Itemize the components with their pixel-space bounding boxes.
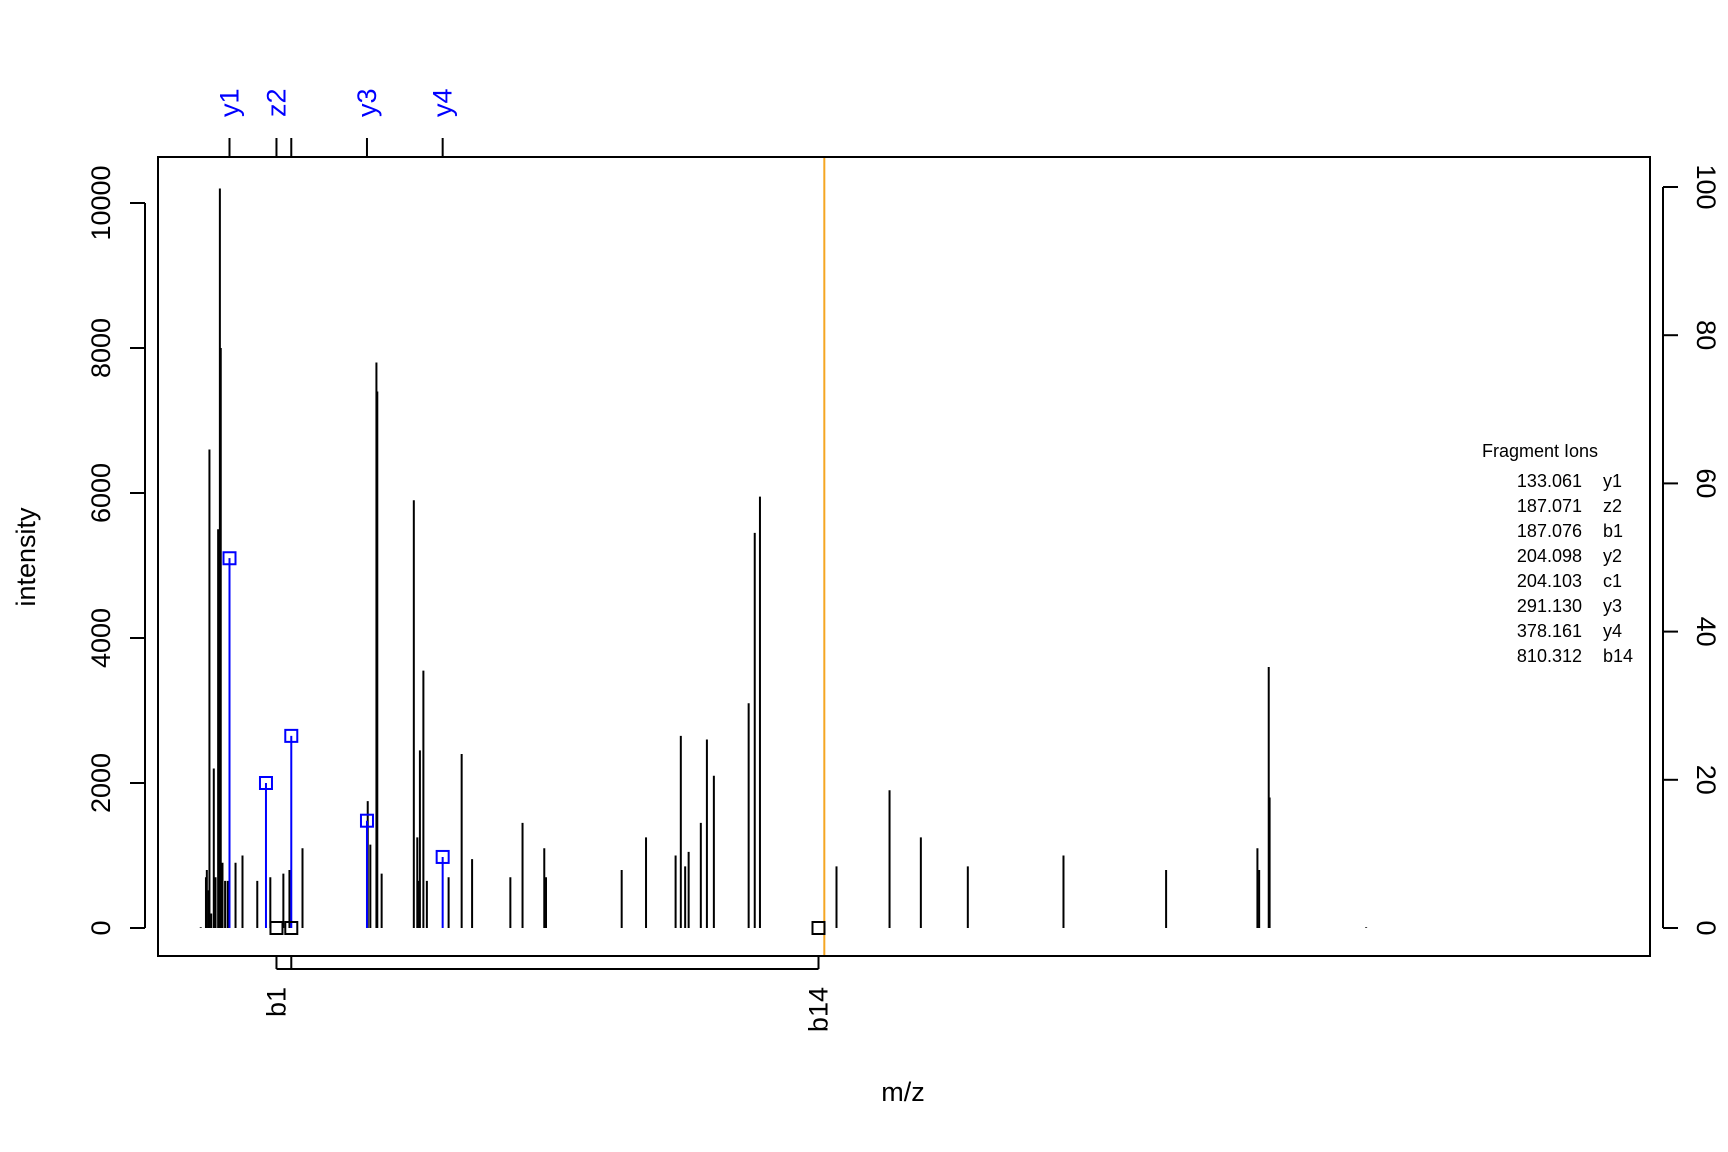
y-axis-label: intensity [11,507,41,607]
legend-mz: 187.071 [1517,496,1582,516]
peaks-layer [201,189,1366,929]
y-tick-label: 0 [86,920,116,935]
y-tick-label: 8000 [86,318,116,378]
axes-layer: 0 2000 4000 6000 8000 10000 0 20 40 60 80 100 y1 z2 y3… [86,88,1721,1032]
legend-ion: y4 [1603,621,1622,641]
matched-ion-marker-bottom [270,922,282,934]
top-ion-label: z2 [261,88,291,117]
matched-ion-marker-bottom [813,922,825,934]
legend-ion: c1 [1603,571,1622,591]
legend-mz: 291.130 [1517,596,1582,616]
x-axis-label: m/z [881,1077,925,1107]
legend-mz: 187.076 [1517,521,1582,541]
fragment-ions-legend: Fragment Ions 133.061 y1 187.071 z2 187.076 b… [1482,441,1633,666]
legend-rows: 133.061 y1 187.071 z2 187.076 b1 204.098 y2 204.… [1517,471,1633,666]
legend-mz: 204.098 [1517,546,1582,566]
bottom-ion-label: b14 [804,987,834,1032]
legend-ion: z2 [1603,496,1622,516]
y2-tick-label: 100 [1691,164,1721,209]
top-ion-label: y3 [352,88,382,117]
legend-ion: y1 [1603,471,1622,491]
legend-ion: b1 [1603,521,1623,541]
y-tick-label: 4000 [86,608,116,668]
legend-title: Fragment Ions [1482,441,1598,461]
y2-tick-label: 60 [1691,468,1721,498]
legend-ion: y3 [1603,596,1622,616]
y-tick-label: 6000 [86,463,116,523]
legend-mz: 204.103 [1517,571,1582,591]
matched-ions-layer [224,157,825,956]
legend-mz: 378.161 [1517,621,1582,641]
y2-tick-label: 20 [1691,765,1721,795]
y2-tick-label: 80 [1691,320,1721,350]
top-ion-label: y1 [215,88,245,117]
legend-ion: b14 [1603,646,1633,666]
plot-frame [158,157,1650,956]
legend-mz: 133.061 [1517,471,1582,491]
y-tick-label: 2000 [86,753,116,813]
legend-ion: y2 [1603,546,1622,566]
bottom-ion-label: b1 [261,987,291,1017]
legend-mz: 810.312 [1517,646,1582,666]
y2-tick-label: 0 [1691,920,1721,935]
y2-tick-label: 40 [1691,617,1721,647]
y-tick-label: 10000 [86,165,116,240]
top-ion-label: y4 [428,88,458,117]
